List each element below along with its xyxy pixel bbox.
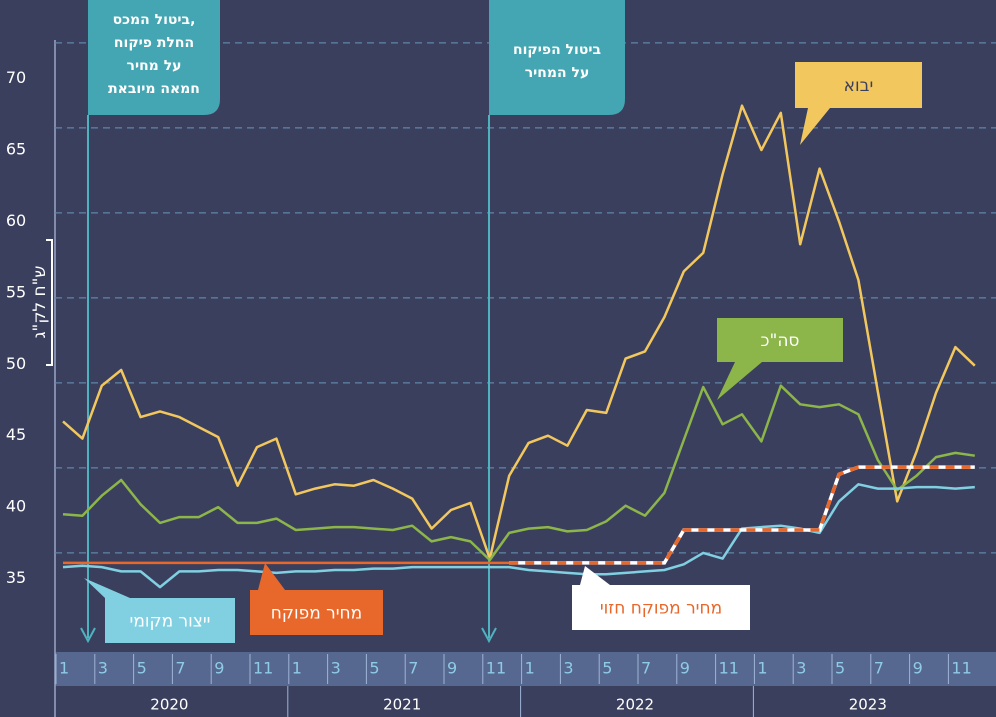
legend-pointer [800,108,830,145]
legend-box [717,318,843,362]
annotation-text: החלת פיקוח [114,35,194,51]
x-tick-label: 9 [447,659,457,678]
x-tick-label: 9 [214,659,224,678]
legend-label: יבוא [844,76,874,96]
x-tick-label: 11 [253,659,273,678]
x-tick-label: 3 [796,659,806,678]
y-axis-label: ש"ח לק"ג [30,266,50,339]
y-label-bracket [46,239,53,366]
x-tick-label: 5 [137,659,147,678]
x-tick-label: 5 [602,659,612,678]
x-tick-label: 11 [719,659,739,678]
series-line [62,104,976,560]
year-label: 2023 [849,696,887,714]
annotation-arrow [481,627,497,644]
legend-box [105,598,235,643]
legend-label: ייצור מקומי [130,612,211,632]
y-tick-label: 45 [6,425,26,444]
annotation-text: חמאה מיובאת [108,81,200,97]
year-label: 2022 [616,696,654,714]
x-tick-label: 7 [408,659,418,678]
x-tick-label: 5 [369,659,379,678]
annotation-arrow [80,627,96,644]
y-tick-label: 65 [6,140,26,159]
legend-pointer [84,578,130,598]
x-tick-label: 3 [563,659,573,678]
annotation-box [489,0,625,115]
legend-pointer [717,362,762,400]
legend-pointer [258,563,285,590]
x-tick-label: 5 [835,659,845,678]
y-tick-label: 55 [6,282,26,301]
annotation-box [88,0,220,115]
y-tick-label: 40 [6,497,26,516]
x-tick-label: 9 [913,659,923,678]
year-label: 2021 [383,696,421,714]
x-tick-label: 1 [525,659,535,678]
y-tick-label: 70 [6,68,26,87]
legend-label: מחיר מפוקח [271,604,362,624]
legend-label: מחיר מפוקח חזוי [600,599,722,619]
x-tick-label: 3 [331,659,341,678]
x-tick-label: 3 [98,659,108,678]
annotation-text: ביטול הפיקוח [513,42,601,58]
series-line [62,384,975,562]
x-tick-label: 1 [757,659,767,678]
y-tick-label: 35 [6,568,26,587]
x-tick-label: 1 [292,659,302,678]
legend-box [572,585,750,630]
legend-box [795,62,922,108]
series-line-base [509,465,975,565]
x-tick-label: 7 [175,659,185,678]
annotation-text: ביטול המכס, [113,12,196,28]
series-line [62,483,975,589]
x-tick-label: 7 [641,659,651,678]
year-label: 2020 [150,696,188,714]
annotation-text: על מחיר [127,58,182,74]
x-tick-label: 11 [486,659,506,678]
y-tick-label: 60 [6,211,26,230]
x-axis-band [55,652,996,686]
x-tick-label: 7 [874,659,884,678]
x-tick-label: 9 [680,659,690,678]
legend-box [250,590,383,635]
annotation-text: על המחיר [525,65,590,81]
x-tick-label: 11 [951,659,971,678]
legend-pointer [580,566,610,585]
x-tick-label: 1 [59,659,69,678]
legend-label: סה"כ [761,331,800,351]
y-tick-label: 50 [6,354,26,373]
